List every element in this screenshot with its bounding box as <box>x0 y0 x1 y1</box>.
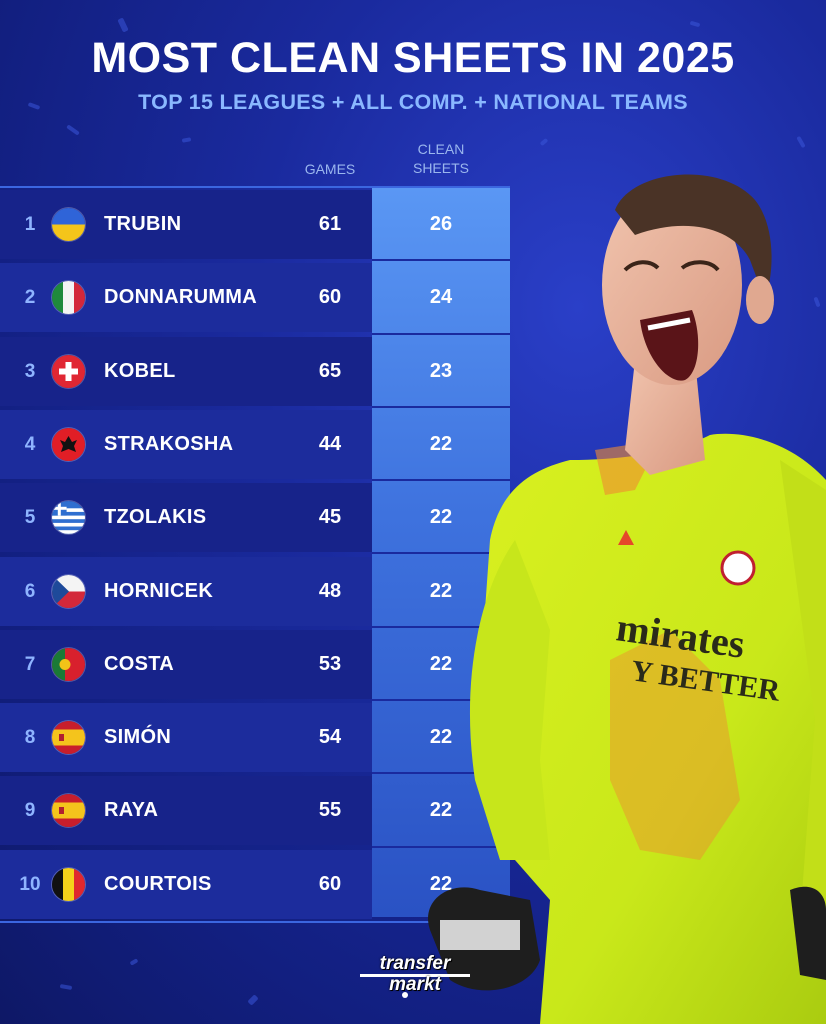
table-row: 1 TRUBIN 61 26 <box>0 188 510 262</box>
clean-sheets-value: 22 <box>429 506 453 529</box>
rank-number: 8 <box>24 727 36 749</box>
games-value: 60 <box>318 872 342 895</box>
row-divider <box>372 699 510 702</box>
logo-line1: transfer <box>379 953 451 974</box>
player-name: COSTA <box>104 652 175 675</box>
spain-flag-icon <box>52 794 85 828</box>
clean-sheets-value: 24 <box>429 286 453 309</box>
player-name: STRAKOSHA <box>104 432 234 455</box>
goalkeeper-celebrating-illustration: mirates Y BETTER <box>428 174 826 1024</box>
games-value: 54 <box>318 726 342 749</box>
games-value: 61 <box>318 213 342 235</box>
games-value: 55 <box>318 799 342 822</box>
rank-number: 9 <box>24 800 36 822</box>
clean-sheets-value: 22 <box>429 726 453 749</box>
clean-sheets-value: 22 <box>429 652 453 675</box>
player-name: TRUBIN <box>104 213 182 235</box>
player-name: RAYA <box>104 799 159 822</box>
rank-number: 10 <box>19 873 41 895</box>
table-row: 2 DONNARUMMA 60 24 <box>0 261 510 335</box>
rank-number: 6 <box>24 580 36 602</box>
row-divider <box>372 259 510 262</box>
table-row: 9 RAYA 55 22 <box>0 774 510 848</box>
logo-line2: markt <box>389 974 441 995</box>
table-row: 8 SIMÓN 54 22 <box>0 701 510 775</box>
row-divider <box>372 845 510 848</box>
clean-sheets-value: 26 <box>429 213 453 235</box>
portugal-flag-icon <box>52 647 85 681</box>
player-name: SIMÓN <box>104 726 172 749</box>
belgium-flag-icon <box>52 867 85 901</box>
table-row: 7 COSTA 53 22 <box>0 628 510 702</box>
rank-number: 5 <box>24 507 36 529</box>
row-divider <box>372 332 510 335</box>
rank-number: 3 <box>24 360 36 382</box>
player-name: KOBEL <box>104 359 176 382</box>
row-divider <box>372 552 510 555</box>
games-value: 48 <box>318 579 342 602</box>
row-divider <box>372 625 510 628</box>
games-value: 53 <box>318 652 342 675</box>
games-value: 45 <box>318 506 342 529</box>
clean-sheets-value: 22 <box>429 872 453 895</box>
albania-flag-icon <box>52 427 85 461</box>
clean-sheets-column-header: CLEAN SHEETS <box>372 140 510 178</box>
italy-flag-icon <box>52 281 85 315</box>
row-divider <box>372 405 510 408</box>
games-value: 60 <box>318 286 342 309</box>
rank-number: 2 <box>24 287 36 309</box>
player-name: HORNICEK <box>104 579 214 602</box>
table-row: 5 TZOLAKIS 45 22 <box>0 481 510 555</box>
czechia-flag-icon <box>52 574 85 608</box>
chart-title: MOST CLEAN SHEETS IN 2025 <box>91 34 735 82</box>
player-name: TZOLAKIS <box>104 506 207 529</box>
games-value: 65 <box>318 359 342 382</box>
clean-sheets-value: 22 <box>429 579 453 602</box>
clean-sheets-header-line1: CLEAN <box>417 141 465 157</box>
spain-flag-icon <box>52 721 85 755</box>
rank-number: 7 <box>24 653 36 675</box>
player-name: DONNARUMMA <box>104 286 257 309</box>
games-header-label: GAMES <box>304 161 356 177</box>
logo-underline-icon <box>360 974 470 998</box>
table-row: 4 STRAKOSHA 44 22 <box>0 408 510 482</box>
games-value: 44 <box>318 432 342 455</box>
player-name: COURTOIS <box>104 872 212 895</box>
clean-sheets-value: 22 <box>429 799 453 822</box>
row-divider <box>372 772 510 775</box>
transfermarkt-logo: transfer markt <box>358 952 472 998</box>
greece-flag-icon <box>52 501 85 535</box>
ukraine-flag-icon <box>52 208 85 241</box>
table-row: 10 COURTOIS 60 22 <box>0 848 510 921</box>
chart-subtitle: TOP 15 LEAGUES + ALL COMP. + NATIONAL TE… <box>138 90 688 114</box>
rank-number: 1 <box>24 214 36 235</box>
ranking-table <box>0 186 510 923</box>
clean-sheets-header-line2: SHEETS <box>412 160 469 176</box>
table-row: 3 KOBEL 65 23 <box>0 335 510 408</box>
table-row: 6 HORNICEK 48 22 <box>0 555 510 628</box>
games-column-header: GAMES <box>290 160 370 179</box>
row-divider <box>372 479 510 482</box>
rank-number: 4 <box>24 433 36 455</box>
clean-sheets-value: 22 <box>429 432 453 455</box>
switzerland-flag-icon <box>52 354 85 388</box>
clean-sheets-value: 23 <box>429 359 453 382</box>
